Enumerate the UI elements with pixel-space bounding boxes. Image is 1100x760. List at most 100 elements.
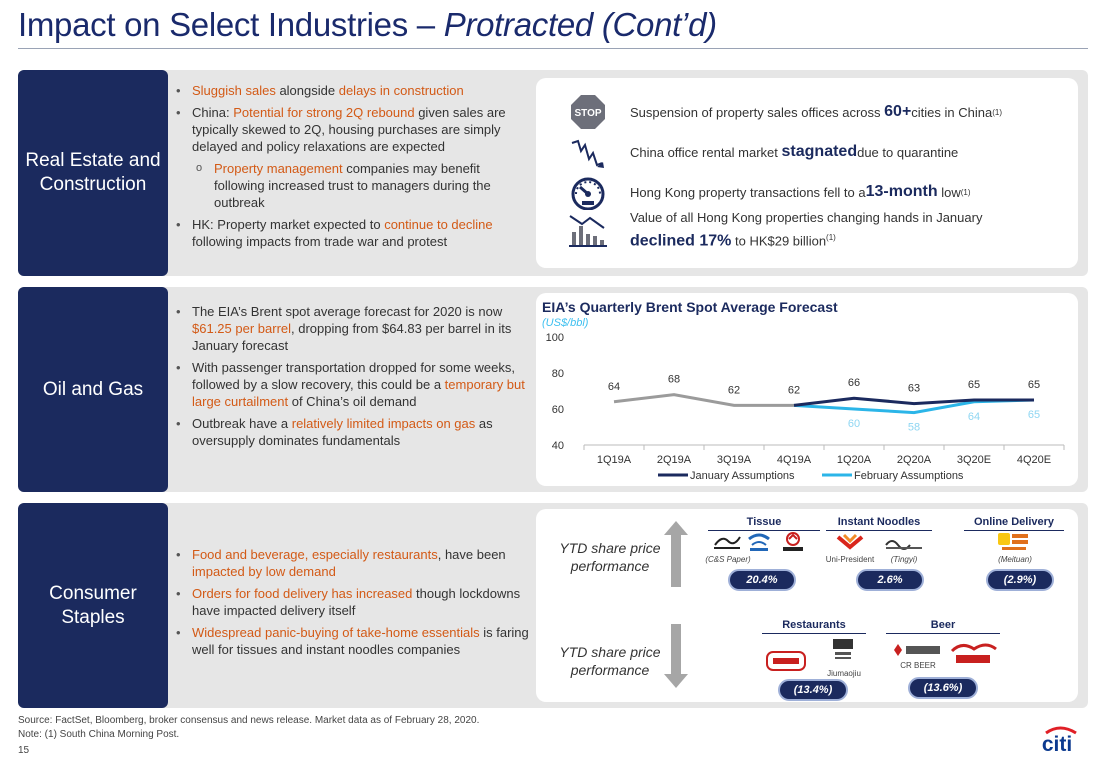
x-tick-label: 1Q20A	[837, 454, 872, 466]
fact-row: Hong Kong property transactions fell to …	[566, 174, 971, 210]
fact-row: China office rental market stagnated due…	[566, 134, 958, 170]
x-tick-label: 3Q20E	[957, 454, 991, 466]
data-label: 65	[1028, 379, 1040, 391]
stop-sign-icon: STOP	[566, 94, 610, 130]
page-title: Impact on Select Industries – Protracted…	[18, 6, 717, 44]
consumer-bullets: Food and beverage, especially restaurant…	[174, 546, 529, 663]
brent-line-chart: 40 60 80 100 1Q19A 2Q19A 3Q19A 4Q19A 1Q20A 2Q20A 3…	[546, 332, 1065, 482]
page-number: 15	[18, 745, 30, 756]
uni-president-logo-icon	[836, 533, 864, 558]
arrow-down-icon	[664, 624, 688, 693]
data-label: 64	[968, 411, 980, 423]
arrow-up-icon	[664, 521, 688, 592]
jiumaojiu-caption: Jiumaojiu	[827, 669, 861, 678]
tsui-wah-logo-icon	[830, 637, 856, 666]
svg-text:STOP: STOP	[574, 108, 601, 119]
category-rule	[708, 530, 820, 531]
sub-bullet: Property management companies may benefi…	[174, 160, 529, 211]
x-tick-label: 4Q20E	[1017, 454, 1051, 466]
x-tick-label: 4Q19A	[777, 454, 812, 466]
bullet: Food and beverage, especially restaurant…	[174, 546, 529, 580]
restaurant-logo-icon	[766, 651, 806, 676]
svg-text:citi: citi	[1042, 733, 1072, 754]
bullet: China: Potential for strong 2Q rebound g…	[174, 104, 529, 155]
legend-label: January Assumptions	[690, 470, 795, 482]
pulse-decline-icon	[566, 134, 610, 170]
category-rule	[762, 633, 866, 634]
bullet: Orders for food delivery has increased t…	[174, 585, 529, 619]
category-restaurants: Restaurants	[782, 619, 846, 631]
real-estate-bullets: Sluggish sales alongside delays in const…	[174, 82, 529, 255]
y-tick-label: 40	[552, 440, 564, 452]
data-label: 65	[968, 379, 980, 391]
data-label: 64	[608, 381, 620, 393]
y-tick-label: 80	[552, 368, 564, 380]
meituan-logo-icon	[998, 531, 1030, 558]
category-instant-noodles: Instant Noodles	[837, 516, 921, 528]
meituan-caption: (Meituan)	[998, 555, 1032, 564]
category-beer: Beer	[930, 619, 956, 631]
ytd-label-down: YTD share price performance	[559, 644, 661, 678]
beer-return-badge: (13.6%)	[908, 677, 978, 699]
x-tick-label: 1Q19A	[597, 454, 632, 466]
chart-subtitle: (US$/bbl)	[542, 317, 589, 329]
x-tick-label: 2Q19A	[657, 454, 692, 466]
sector-label-oil-gas: Oil and Gas	[18, 287, 168, 492]
gauge-icon	[566, 174, 610, 210]
bullet: Sluggish sales alongside delays in const…	[174, 82, 529, 99]
series-line-january-assumptions	[793, 396, 1034, 407]
bullet: Outbreak have a relatively limited impac…	[174, 415, 529, 449]
y-tick-label: 60	[552, 404, 564, 416]
footnotes: Source: FactSet, Bloomberg, broker conse…	[18, 714, 479, 742]
restaurants-return-badge: (13.4%)	[778, 679, 848, 701]
title-rule	[18, 48, 1088, 49]
oil-gas-bullets: The EIA’s Brent spot average forecast fo…	[174, 303, 529, 454]
bullet: HK: Property market expected to continue…	[174, 216, 529, 250]
legend-label: February Assumptions	[854, 470, 964, 482]
budweiser-logo-icon	[948, 639, 998, 672]
hengan-logo-icon	[780, 531, 806, 558]
real-estate-section: Real Estate and Construction Sluggish sa…	[18, 70, 1088, 276]
cs-paper-caption: (C&S Paper)	[705, 555, 751, 564]
cr-beer-caption: CR BEER	[900, 661, 936, 670]
brent-chart-card: EIA’s Quarterly Brent Spot Average Forec…	[536, 293, 1078, 486]
tingyi-caption: (Tingyi)	[890, 555, 918, 564]
category-rule	[964, 530, 1064, 531]
title-main: Impact on Select Industries –	[18, 6, 444, 43]
source-note: Source: FactSet, Bloomberg, broker conse…	[18, 715, 480, 726]
data-label: 65	[1028, 409, 1040, 421]
data-label: 62	[728, 384, 740, 396]
data-label: 62	[788, 384, 800, 396]
cr-beer-logo-icon	[892, 641, 942, 664]
delivery-return-badge: (2.9%)	[986, 569, 1054, 591]
x-tick-label: 2Q20A	[897, 454, 932, 466]
ytd-label-up: YTD share price performance	[559, 540, 661, 574]
uni-president-caption: Uni-President	[825, 555, 875, 564]
category-rule	[886, 633, 1000, 634]
title-italic: Protracted (Cont’d)	[443, 6, 717, 43]
fact-row: STOP Suspension of property sales office…	[566, 94, 1002, 130]
category-tissue: Tissue	[746, 516, 782, 528]
data-label: 68	[668, 374, 680, 386]
bullet: The EIA’s Brent spot average forecast fo…	[174, 303, 529, 354]
series-line-history	[613, 393, 794, 407]
tingyi-logo-icon	[884, 535, 924, 556]
bullet: Widespread panic-buying of take-home ess…	[174, 624, 529, 658]
data-label: 60	[848, 418, 860, 430]
footnote: Note: (1) South China Morning Post.	[18, 729, 180, 740]
data-label: 63	[908, 383, 920, 395]
category-rule	[826, 530, 932, 531]
vinda-logo-icon	[746, 531, 772, 558]
sector-label-real-estate: Real Estate and Construction	[18, 70, 168, 276]
real-estate-facts-card: STOP Suspension of property sales office…	[536, 78, 1078, 268]
data-label: 58	[908, 422, 920, 434]
share-performance-card: YTD share price performance Tissue Insta…	[536, 509, 1078, 702]
oil-gas-section: Oil and Gas The EIA’s Brent spot average…	[18, 287, 1088, 492]
tissue-return-badge: 20.4%	[728, 569, 796, 591]
data-label: 66	[848, 377, 860, 389]
x-tick-label: 3Q19A	[717, 454, 752, 466]
consumer-staples-section: Consumer Staples Food and beverage, espe…	[18, 503, 1088, 708]
bullet: With passenger transportation dropped fo…	[174, 359, 529, 410]
category-online-delivery: Online Delivery	[973, 516, 1055, 528]
y-tick-label: 100	[546, 332, 564, 344]
